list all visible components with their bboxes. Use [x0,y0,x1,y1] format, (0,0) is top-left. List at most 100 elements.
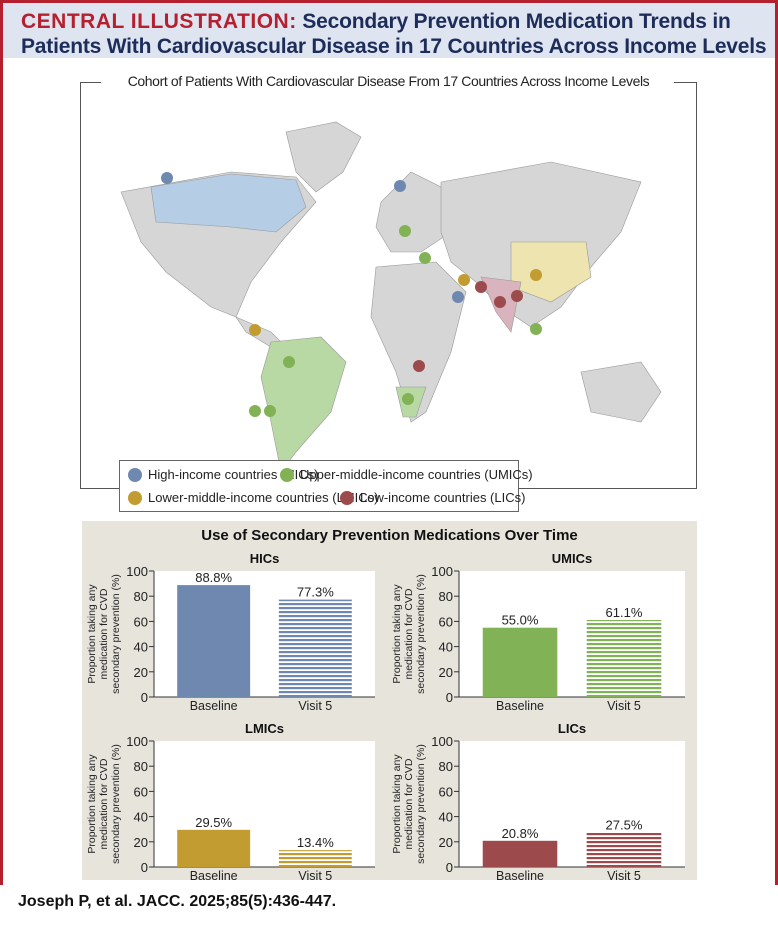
chart-lmics: LMICs 0 20 40 60 80 100 29.5% Baseline 13.4% Visit… [126,721,375,880]
pin-argentina [264,405,276,417]
medication-panel: Use of Secondary Prevention Medications … [82,521,697,880]
y-tick-label: 80 [439,759,453,774]
y-axis-label-umics: Proportion taking any medication for CVD… [391,574,427,694]
data-label: 29.5% [195,815,232,830]
country-pins [161,172,542,417]
world-map [120,121,662,473]
y-tick-label: 20 [439,835,453,850]
chart-hics: HICs 0 20 40 60 80 100 88.8% Baseline 77.3% Visit … [126,551,375,713]
y-tick-label: 0 [446,690,453,705]
data-label: 55.0% [502,613,539,628]
pin-china [530,269,542,281]
x-tick-label: Baseline [496,869,544,880]
chart-title: HICs [250,551,280,566]
y-axis-label-lmics: Proportion taking any medication for CVD… [86,744,122,864]
umics-dot-icon [280,467,294,482]
data-label: 77.3% [297,585,334,600]
y-tick-label: 40 [439,640,453,655]
map-frame-line [674,82,696,83]
china [510,241,592,303]
legend-item-lmics: Lower-middle-income countries (LMICs) [128,490,378,505]
legend-label: Upper-middle-income countries (UMICs) [300,467,533,482]
chart-lics: LICs 0 20 40 60 80 100 20.8% Baseline 27.5% Visit … [431,721,685,880]
header-title: Secondary Prevention Medication Trends i… [21,10,767,58]
australia [580,361,662,423]
y-tick-label: 100 [431,734,453,749]
lmics-dot-icon [128,490,142,505]
y-tick-label: 80 [134,589,148,604]
y-tick-label: 40 [134,640,148,655]
x-tick-label: Visit 5 [607,869,641,880]
pin-uae [452,291,464,303]
pin-chile [249,405,261,417]
pin-south-africa [402,393,414,405]
bar-visit-5 [278,850,352,867]
bar-baseline [177,829,251,867]
y-tick-label: 0 [446,860,453,875]
y-tick-label: 80 [439,589,453,604]
y-tick-label: 100 [126,564,148,579]
pin-sweden [394,180,406,192]
header-label: CENTRAL ILLUSTRATION: [21,10,297,33]
data-label: 61.1% [606,605,643,620]
bar-visit-5 [278,599,352,697]
data-label: 88.8% [195,570,232,585]
y-tick-label: 0 [141,690,148,705]
map-title: Cohort of Patients With Cardiovascular D… [81,73,696,89]
pin-india [494,296,506,308]
y-tick-label: 60 [439,614,453,629]
bar-baseline [177,585,251,697]
legend-item-umics: Upper-middle-income countries (UMICs) [280,467,533,482]
y-tick-label: 60 [439,784,453,799]
legend-label: Low-income countries (LICs) [360,490,526,505]
map-frame-line [81,82,101,83]
illustration-frame [0,0,778,885]
y-tick-label: 0 [141,860,148,875]
x-tick-label: Visit 5 [298,699,332,713]
bar-baseline [482,840,558,867]
legend-item-lics: Low-income countries (LICs) [340,490,525,505]
europe [375,171,452,253]
y-tick-label: 100 [431,564,453,579]
x-tick-label: Baseline [190,699,238,713]
pin-malaysia [530,323,542,335]
panel-title: Use of Secondary Prevention Medications … [201,527,578,544]
pin-zimbabwe [413,360,425,372]
lics-dot-icon [340,490,354,505]
africa [370,261,467,423]
map-title-text: Cohort of Patients With Cardiovascular D… [124,73,653,89]
legend-label: Lower-middle-income countries (LMICs) [148,490,379,505]
y-tick-label: 20 [134,835,148,850]
hics-dot-icon [128,467,142,482]
chart-title: LMICs [245,721,284,736]
y-tick-label: 80 [134,759,148,774]
x-tick-label: Visit 5 [298,869,332,880]
chart-title: LICs [558,721,586,736]
map-legend: High-income countries (HICs) Upper-middl… [119,460,533,512]
south-america [260,336,347,473]
x-tick-label: Visit 5 [607,699,641,713]
map-box: Cohort of Patients With Cardiovascular D… [80,73,697,512]
y-tick-label: 40 [439,810,453,825]
pin-bangladesh [511,290,523,302]
citation: Joseph P, et al. JACC. 2025;85(5):436-44… [18,893,337,910]
header: CENTRAL ILLUSTRATION: Secondary Preventi… [3,3,775,58]
y-tick-label: 100 [126,734,148,749]
chart-title: UMICs [552,551,592,566]
x-tick-label: Baseline [496,699,544,713]
y-tick-label: 60 [134,614,148,629]
bar-baseline [482,627,558,697]
greenland [285,121,362,193]
y-tick-label: 20 [134,665,148,680]
y-tick-label: 60 [134,784,148,799]
legend-item-hics: High-income countries (HICs) [128,467,319,482]
bar-visit-5 [586,620,662,697]
pin-iran [458,274,470,286]
x-tick-label: Baseline [190,869,238,880]
pin-brazil [283,356,295,368]
y-tick-label: 40 [134,810,148,825]
bar-visit-5 [586,832,662,867]
data-label: 27.5% [606,817,643,832]
pin-colombia [249,324,261,336]
pin-canada [161,172,173,184]
